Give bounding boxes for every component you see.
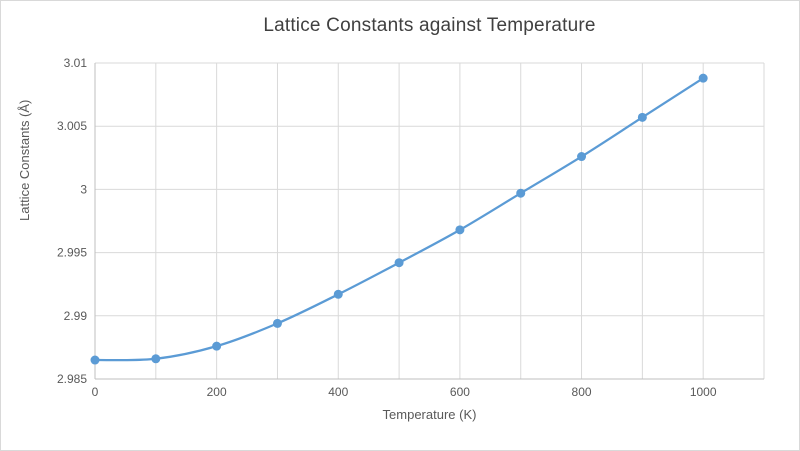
data-point-marker [516, 188, 526, 198]
x-tick-label: 1000 [690, 385, 717, 399]
y-tick-label: 2.985 [57, 372, 87, 386]
data-point-marker [455, 225, 465, 235]
x-tick-label: 400 [328, 385, 348, 399]
data-point-marker [333, 289, 343, 299]
y-tick-label: 3 [80, 182, 87, 196]
y-tick-label: 2.995 [57, 246, 87, 260]
x-tick-label: 600 [450, 385, 470, 399]
data-point-marker [272, 318, 282, 328]
data-point-marker [394, 258, 404, 268]
chart-title: Lattice Constants against Temperature [263, 15, 596, 36]
data-point-marker [212, 341, 222, 351]
x-tick-label: 800 [572, 385, 592, 399]
data-point-marker [90, 355, 100, 365]
data-point-marker [637, 112, 647, 122]
y-tick-label: 3.005 [57, 119, 87, 133]
data-point-marker [577, 152, 587, 162]
y-tick-label: 2.99 [64, 309, 88, 323]
x-tick-label: 200 [207, 385, 227, 399]
y-tick-label: 3.01 [64, 56, 88, 70]
x-tick-label: 0 [92, 385, 99, 399]
data-point-marker [151, 354, 161, 364]
data-point-marker [698, 73, 708, 83]
x-axis-title: Temperature (K) [382, 407, 477, 422]
